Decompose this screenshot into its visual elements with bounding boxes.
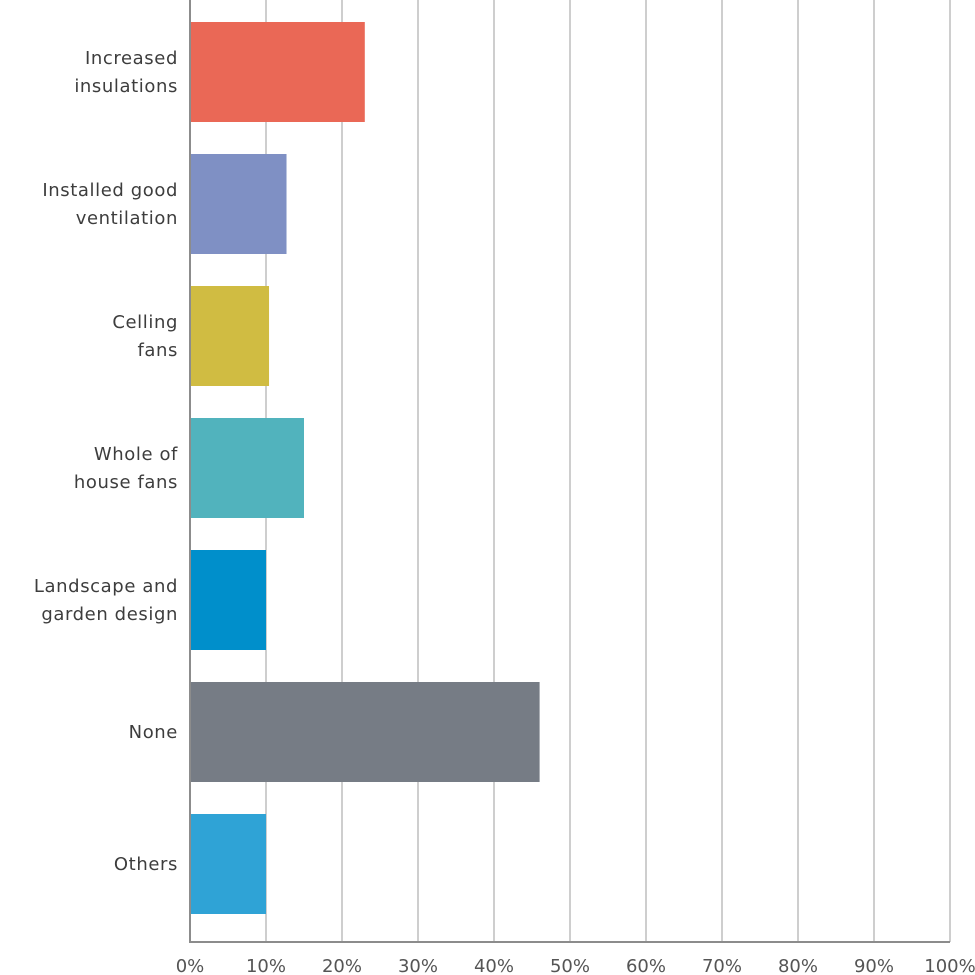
category-label-4: Landscape and garden design [34,576,178,625]
category-label-5: None [129,722,178,743]
bar-0 [190,22,365,122]
x-tick-label-40: 40% [474,956,514,975]
category-labels: Increased insulations Installed good ventil… [34,48,178,875]
bar-5 [190,682,540,782]
axes [189,0,950,943]
category-label-line: fans [137,340,178,361]
category-label-line: Installed good [42,180,178,201]
x-tick-label-20: 20% [322,956,362,975]
bar-1 [190,154,287,254]
x-tick-label-30: 30% [398,956,438,975]
x-tick-label-60: 60% [626,956,666,975]
bar-4 [190,550,266,650]
category-label-6: Others [114,854,178,875]
x-tick-label-100: 100% [924,956,975,975]
category-label-line: None [129,722,178,743]
category-label-0: Increased insulations [74,48,178,97]
x-tick-label-90: 90% [854,956,894,975]
x-tick-label-0: 0% [176,956,205,975]
x-tick-labels: 0% 10% 20% 30% 40% 50% 60% 70% 80% 90% 100% [176,956,975,975]
x-tick-label-50: 50% [550,956,590,975]
bar-6 [190,814,266,914]
category-label-line: garden design [41,604,178,625]
category-label-2: Celling fans [112,312,178,361]
gridlines [265,0,951,942]
category-label-line: Others [114,854,178,875]
category-label-3: Whole of house fans [74,444,178,493]
bar-2 [190,286,270,386]
category-label-line: house fans [74,472,178,493]
category-label-line: Celling [112,312,178,333]
category-label-line: ventilation [76,208,178,229]
category-label-line: Increased [85,48,178,69]
category-label-1: Installed good ventilation [42,180,178,229]
category-label-line: insulations [74,76,178,97]
x-tick-label-10: 10% [246,956,286,975]
x-tick-label-80: 80% [778,956,818,975]
bars [190,22,540,914]
category-label-line: Whole of [94,444,178,465]
x-tick-label-70: 70% [702,956,742,975]
category-label-line: Landscape and [34,576,178,597]
bar-3 [190,418,304,518]
